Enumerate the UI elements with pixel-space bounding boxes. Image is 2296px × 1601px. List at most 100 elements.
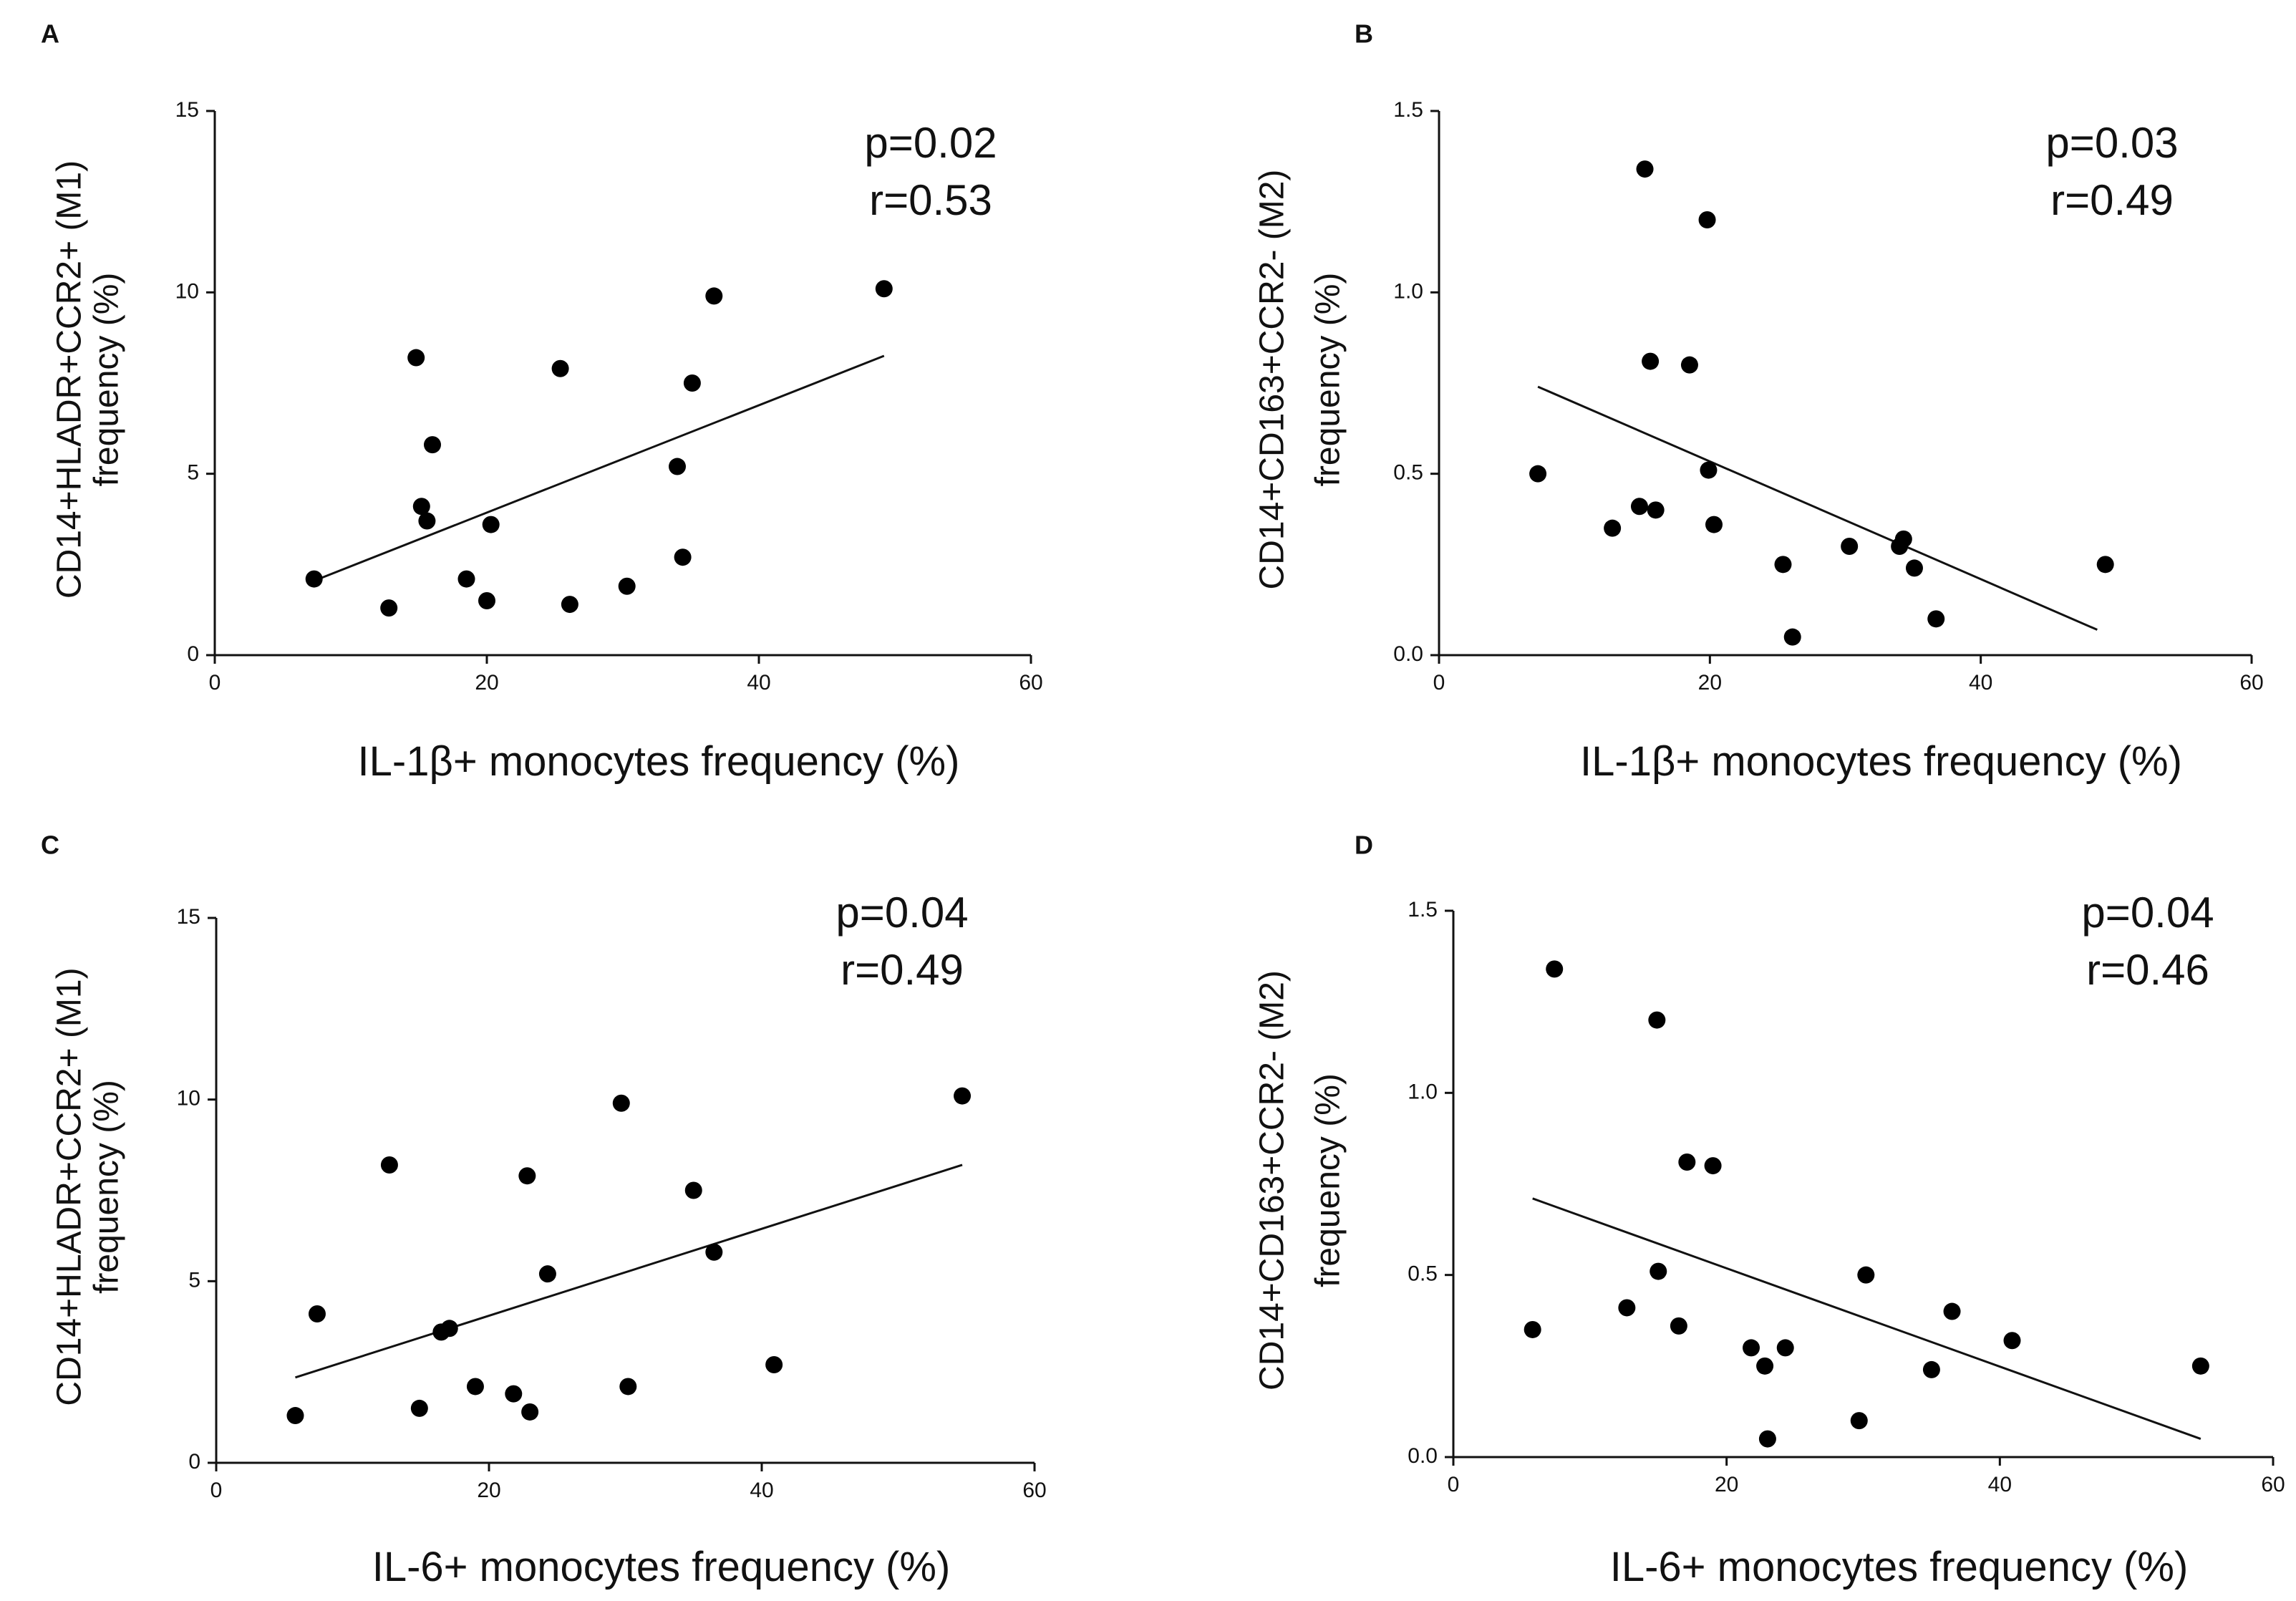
y-axis-label-units: frequency (%) [88,1080,126,1294]
data-point [1546,960,1564,978]
y-axis-label-units: frequency (%) [88,273,126,487]
data-point [954,1087,972,1105]
y-axis-label-units: frequency (%) [1309,273,1347,487]
x-tick-label: 0 [1433,671,1445,695]
data-point [407,349,425,367]
y-tick-label: 0 [188,1450,200,1474]
y-tick-label: 0.0 [1393,642,1423,666]
data-point [705,287,723,305]
data-point [1774,556,1792,574]
panel-letter: B [1355,19,1373,49]
y-axis-label: CD14+CD163+CCR2- (M2) [1254,170,1292,590]
x-tick-label: 0 [210,1479,223,1502]
x-tick-label: 60 [2239,671,2263,695]
x-axis-label: IL-1β+ monocytes frequency (%) [358,738,960,785]
y-axis-label: CD14+CD163+CCR2- (M2) [1254,970,1292,1390]
x-tick-label: 20 [1698,671,1722,695]
x-tick-label: 20 [475,671,498,695]
data-point [286,1407,304,1425]
r-value: r=0.49 [841,946,964,994]
y-tick-label: 0.0 [1408,1444,1438,1468]
regression-line [1537,385,2098,631]
data-point [2096,556,2114,574]
r-value: r=0.46 [2086,946,2209,994]
data-point [1642,352,1660,370]
data-point [684,1181,702,1199]
x-tick-label: 20 [1715,1473,1738,1496]
x-tick-label: 60 [1022,1479,1046,1502]
data-point [412,498,430,516]
y-axis-label: CD14+HLADR+CCR2+ (M1) [51,967,89,1406]
x-tick-label: 40 [750,1479,773,1502]
data-point [418,512,436,530]
data-point [669,458,686,475]
data-point [1922,1360,1940,1378]
data-point [308,1305,326,1322]
data-point [1927,610,1945,628]
y-tick-label: 5 [187,461,199,485]
data-point [674,548,692,566]
y-tick-label: 0 [187,642,199,666]
data-point [410,1399,428,1417]
data-point [1905,559,1923,577]
panel-b: B 0 20 40 60 0.0 0.5 1.0 1.5 IL-1β+ monocytes fre… [1254,19,2264,785]
data-point [1850,1412,1868,1430]
data-point [1783,628,1801,646]
y-tick-label: 10 [175,279,199,303]
x-axis-label: IL-1β+ monocytes frequency (%) [1580,738,2182,785]
r-value: r=0.53 [869,176,992,224]
data-point [457,570,475,588]
data-point [1700,461,1718,479]
x-tick-label: 20 [477,1479,500,1502]
data-point [505,1385,523,1403]
data-point [551,359,569,377]
data-point [1756,1357,1774,1375]
data-point [1647,501,1665,519]
data-point [619,1378,637,1396]
data-point [1776,1339,1794,1357]
data-point [2191,1357,2209,1375]
data-point [380,1156,398,1174]
data-point [1743,1339,1760,1357]
y-tick-label: 1.5 [1408,898,1438,922]
p-value: p=0.03 [2045,119,2178,167]
data-point [612,1094,630,1112]
y-tick-label: 0.5 [1408,1262,1438,1286]
data-point [1650,1262,1667,1280]
y-tick-label: 10 [177,1087,200,1111]
x-tick-label: 40 [1988,1473,2012,1496]
data-point [1636,160,1654,178]
x-tick-label: 40 [1969,671,1992,695]
x-tick-label: 0 [1448,1473,1460,1496]
regression-line [1532,1197,2201,1440]
data-point [561,596,578,614]
regression-line [295,1164,963,1379]
data-point [518,1167,536,1185]
panel-letter: A [41,19,59,49]
data-point [705,1243,723,1261]
data-point [875,280,893,298]
panel-a: A 0 20 40 60 0 5 10 15 IL-1β+ monocytes frequency… [41,19,1043,785]
x-axis-label: IL-6+ monocytes frequency (%) [372,1544,951,1590]
y-tick-label: 5 [188,1268,200,1292]
data-point [380,599,398,617]
data-point [1630,498,1648,516]
data-point [765,1356,783,1374]
data-point [1670,1317,1687,1335]
regression-line [314,354,885,582]
y-tick-label: 15 [177,905,200,929]
data-point [683,374,701,392]
y-axis-label-units: frequency (%) [1309,1073,1347,1287]
data-point [305,570,323,588]
data-point [424,436,441,454]
p-value: p=0.02 [864,119,997,167]
data-point [1529,465,1547,483]
x-axis-label: IL-6+ monocytes frequency (%) [1610,1544,2189,1590]
panel-c: C 0 20 40 60 0 5 10 15 IL-6+ monocytes frequency … [41,831,1047,1590]
data-point [478,592,495,609]
panel-letter: C [41,831,59,860]
data-point [1524,1320,1541,1338]
x-tick-label: 40 [747,671,770,695]
data-point [618,577,636,595]
